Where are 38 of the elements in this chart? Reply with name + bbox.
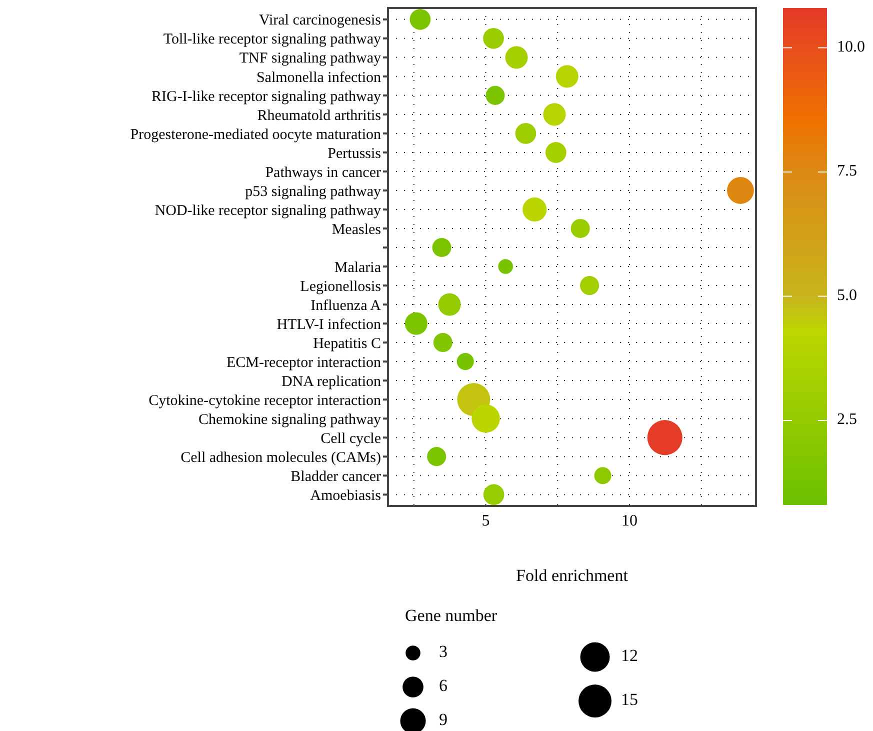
y-tick-label: Chemokine signaling pathway — [198, 412, 382, 428]
y-tick-label: DNA replication — [281, 374, 382, 390]
color-bar-label: 2.5 — [837, 411, 857, 428]
y-tick-label: Cell cycle — [320, 430, 382, 447]
y-tick-label: Amoebiasis — [310, 488, 382, 504]
y-tick-label: Viral carcinogenesis — [259, 12, 382, 29]
y-tick-label: Toll-like receptor signaling pathway — [163, 32, 382, 48]
color-bar-label: 7.5 — [837, 162, 857, 180]
x-axis-title: Fold enrichment — [516, 566, 628, 585]
legend-label: 6 — [439, 676, 448, 695]
color-bar-label: 5.0 — [837, 286, 857, 304]
y-tick-label: Malaria — [334, 260, 382, 276]
x-tick-label: 10 — [622, 512, 638, 530]
legend-label: 12 — [621, 646, 638, 665]
legend-label: 9 — [439, 710, 448, 729]
y-tick-label: RIG-I-like receptor signaling pathway — [151, 88, 382, 105]
y-tick-label: Pathways in cancer — [265, 164, 381, 181]
color-bar-label: 10.0 — [837, 38, 865, 56]
y-tick-label: Cell adhesion molecules (CAMs) — [180, 450, 381, 466]
y-tick-label: Hepatitis C — [313, 336, 381, 352]
y-tick-label: p53 signaling pathway — [245, 184, 382, 200]
y-tick-label: Influenza A — [310, 298, 382, 314]
y-tick-label: Measles — [332, 222, 382, 238]
y-tick-label: HTLV-I infection — [276, 316, 382, 333]
y-tick-label: Rheumatold arthritis — [257, 108, 382, 124]
legend-label: 3 — [439, 642, 448, 661]
y-tick-label: Legionellosis — [300, 278, 382, 295]
y-tick-label: Cytokine-cytokine receptor interaction — [148, 392, 382, 409]
y-tick-label: Progesterone-mediated oocyte maturation — [130, 126, 382, 143]
y-tick-label: TNF signaling pathway — [239, 50, 382, 67]
legend-label: 15 — [621, 690, 638, 709]
y-tick-label: ECM-receptor interaction — [226, 354, 382, 371]
x-tick-label: 5 — [482, 512, 490, 530]
y-tick-label: Bladder cancer — [290, 468, 382, 485]
y-tick-label: Pertussis — [328, 146, 382, 162]
legend-title: Gene number — [405, 606, 498, 625]
y-tick-label: NOD-like receptor signaling pathway — [154, 202, 382, 219]
y-tick-label: Salmonella infection — [256, 70, 382, 86]
